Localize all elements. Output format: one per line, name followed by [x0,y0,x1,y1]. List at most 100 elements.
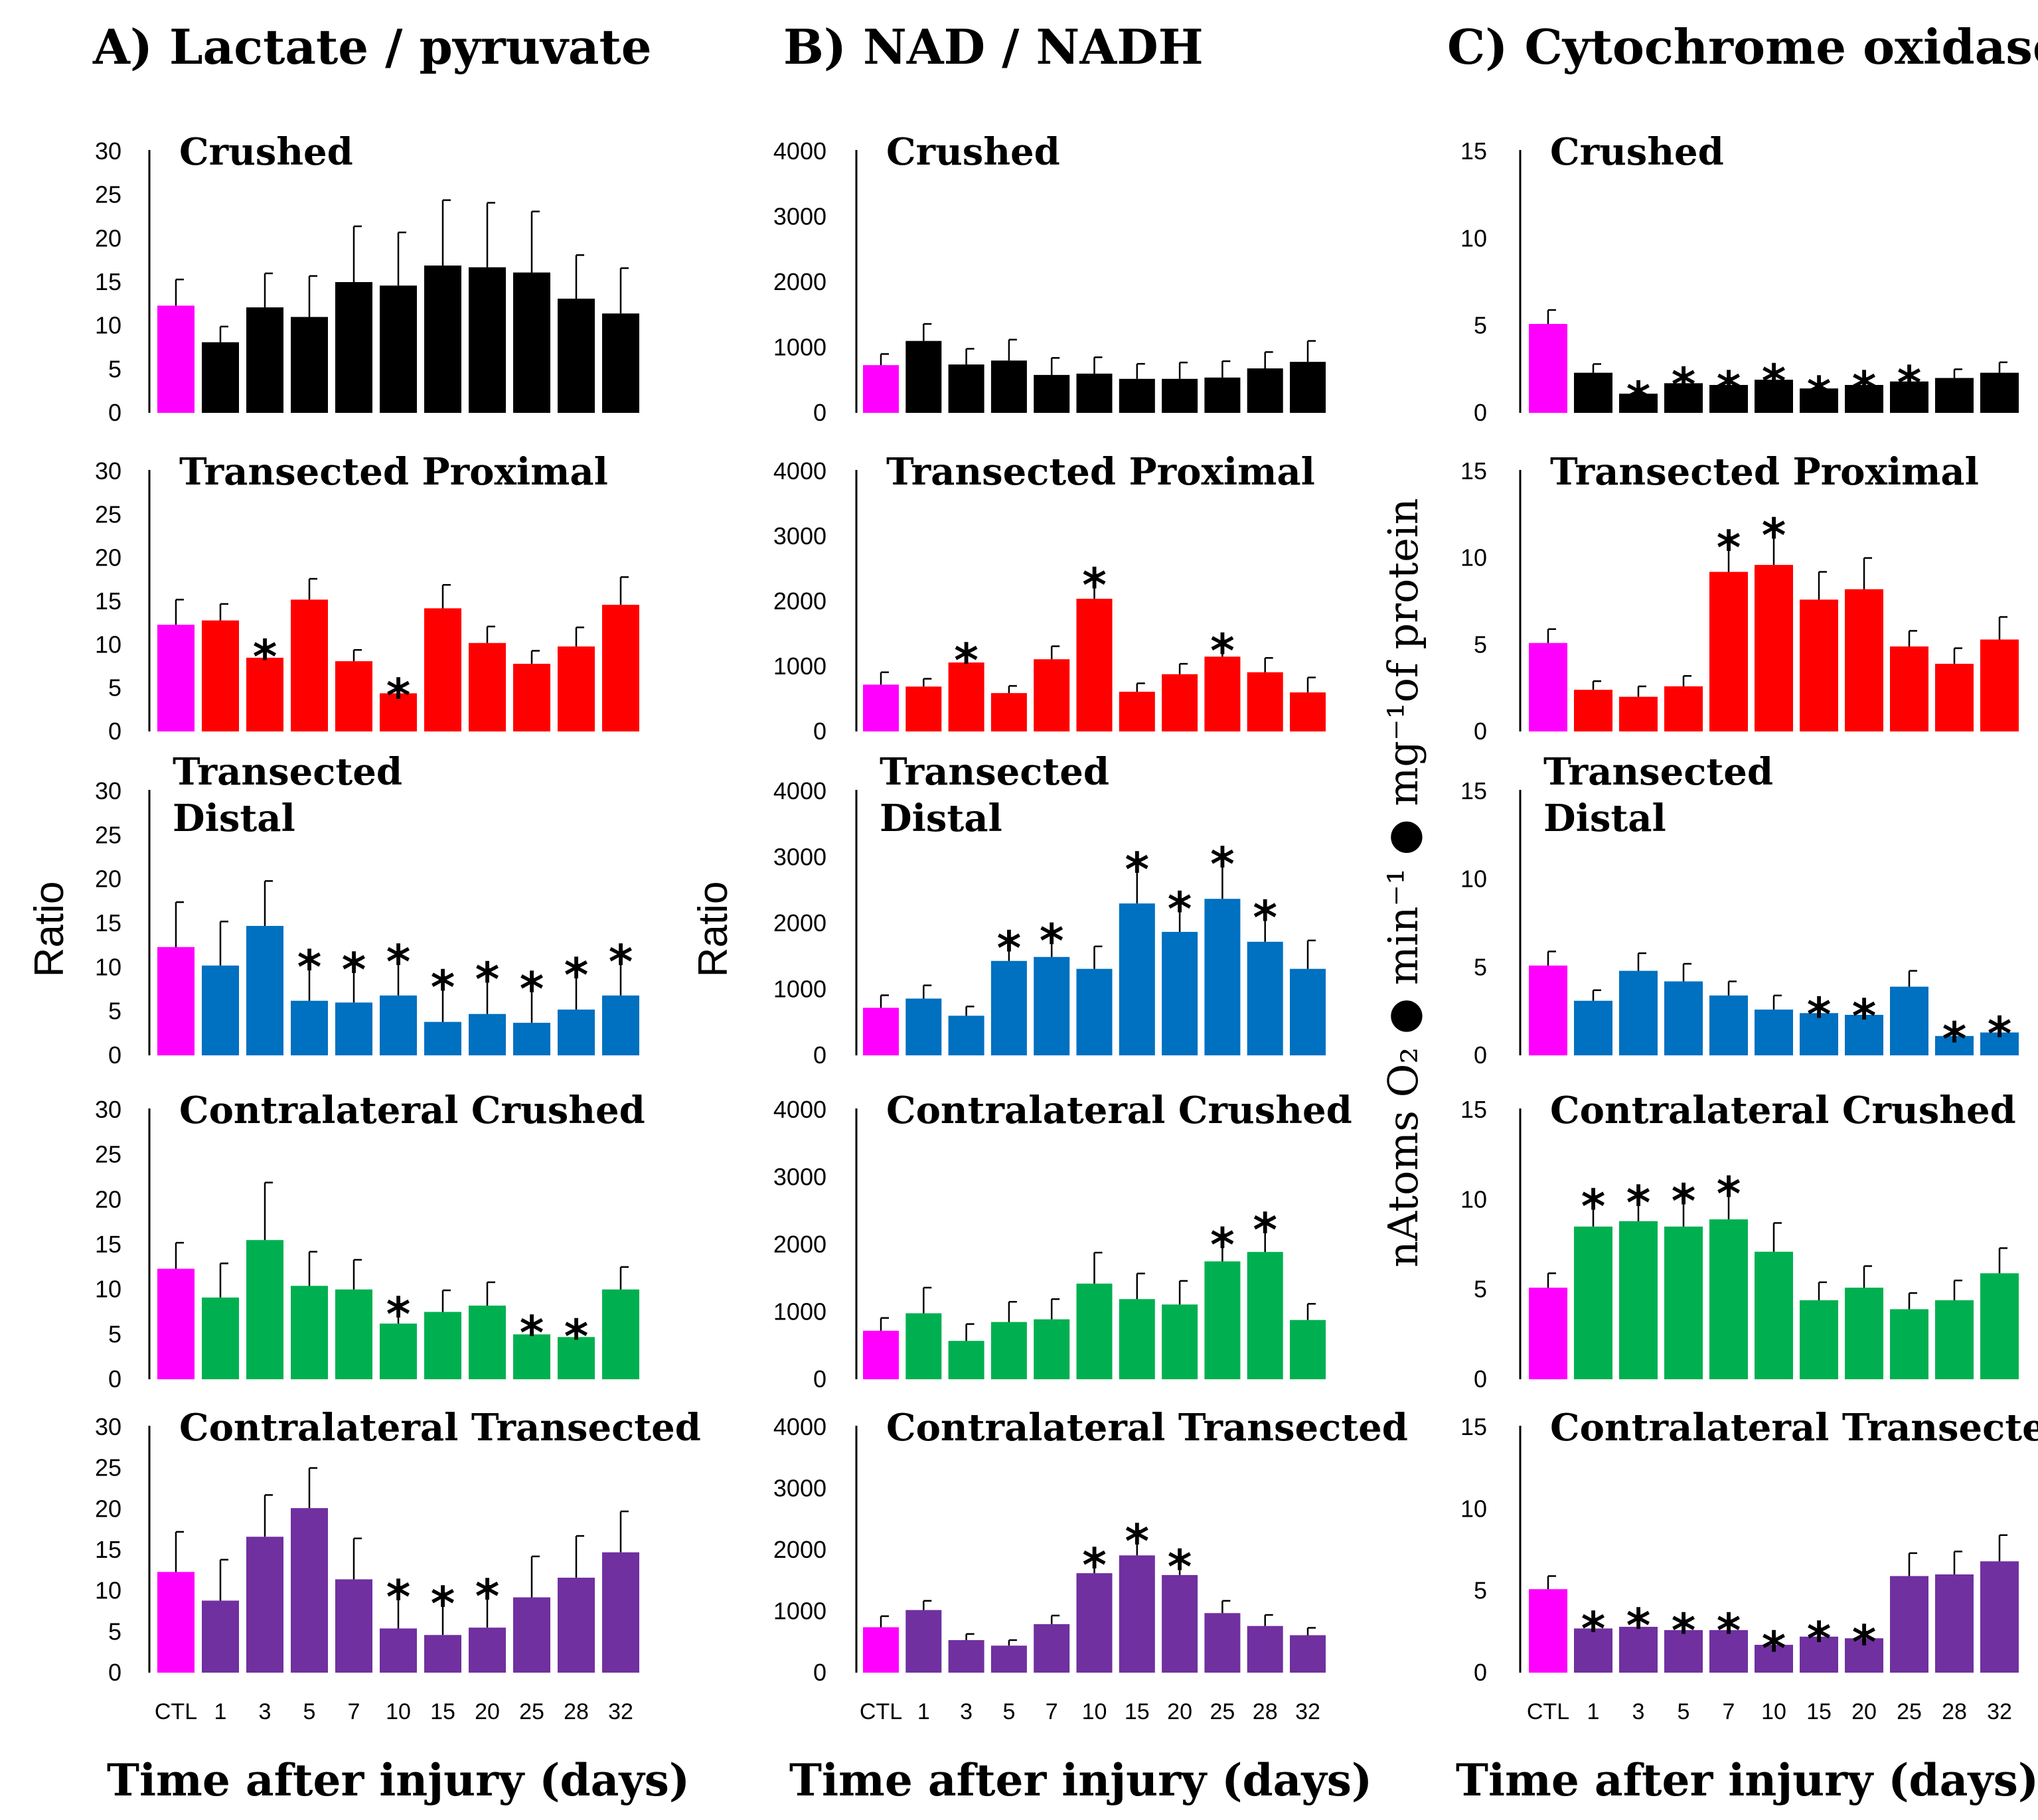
x-tick-label: 20 [1167,1699,1192,1724]
bar [202,1600,239,1673]
y-tick-label: 3000 [773,844,826,871]
y-tick-label: 25 [95,821,121,848]
bar [1529,643,1567,731]
y-tick-label: 0 [1474,1041,1487,1069]
significance-asterisk: * [1626,1176,1651,1231]
significance-asterisk: * [1581,1602,1606,1657]
bar [948,1016,984,1055]
bar [1529,1589,1567,1673]
x-tick-label: 28 [564,1699,589,1724]
y-tick-label: 5 [108,998,121,1025]
bar [1800,388,1838,413]
panel-title: Contralateral Transected [886,1406,1408,1450]
significance-asterisk: * [1672,1174,1696,1229]
bar [1890,381,1928,413]
panel-title: Transected Proximal [886,450,1315,494]
significance-asterisk: * [1942,1012,1967,1067]
bar [1162,1304,1198,1379]
bar [1290,968,1326,1055]
bar [863,684,899,731]
bar [948,662,984,731]
significance-asterisk: * [386,935,411,989]
bar [1664,981,1703,1055]
bar [1890,1576,1928,1673]
bar [513,272,550,413]
y-tick-label: 0 [813,718,826,745]
y-tick-label: 0 [108,1659,121,1686]
bar [1290,1320,1326,1379]
y-tick-label: 0 [813,1365,826,1393]
y-tick-label: 25 [95,500,121,528]
y-tick-label: 15 [1460,137,1487,165]
bar [1845,1638,1883,1673]
significance-asterisk: * [1168,882,1192,937]
bar [1529,965,1567,1055]
bar [335,1289,372,1379]
bar [380,995,417,1055]
x-tick-label: 25 [1897,1699,1922,1724]
bar [1800,1300,1838,1379]
panel-title: Transected [1543,750,1773,794]
bar [1119,903,1155,1055]
bar [1290,692,1326,731]
y-tick-label: 5 [108,1320,121,1347]
x-tick-label: 25 [1210,1699,1235,1724]
significance-asterisk: * [564,948,589,1002]
y-tick-label: 1000 [773,652,826,680]
significance-asterisk: * [386,1287,411,1341]
panel-title: Contralateral Crushed [886,1089,1352,1132]
x-tick-label: 3 [259,1699,272,1724]
x-tick-label: 1 [1587,1699,1600,1724]
significance-asterisk: * [1210,624,1235,678]
bar [469,267,506,413]
bar [1755,1645,1793,1673]
x-tick-label: 5 [303,1699,316,1724]
y-tick-label: 4000 [773,1413,826,1440]
y-tick-label: 20 [95,1185,121,1213]
bar [1119,692,1155,731]
significance-asterisk: * [1717,1167,1741,1221]
y-tick-label: 10 [1460,1185,1487,1213]
bar [1204,656,1241,731]
significance-asterisk: * [1626,372,1651,426]
x-tick-label: 7 [1046,1699,1058,1724]
y-tick-label: 10 [1460,866,1487,893]
chart-panel-c-4: 0 5 10 15 Contralateral Crushed * * * * [1460,1089,2019,1393]
bar [558,298,595,413]
x-tick-label: 28 [1942,1699,1967,1724]
y-tick-label: 0 [108,718,121,745]
significance-asterisk: * [520,1306,544,1361]
y-tick-label: 0 [1474,399,1487,426]
y-tick-label: 0 [1474,718,1487,745]
bar [1076,599,1113,731]
bar [863,365,899,413]
bar [905,998,942,1055]
bar [1204,1613,1241,1673]
bar [157,1268,195,1379]
chart-panel-b-5: 0 1000 2000 3000 4000 Contralateral Transecte… [773,1406,1408,1724]
bar [1980,1032,2019,1055]
bar [424,265,461,413]
bar [1529,1287,1567,1379]
y-tick-label: 15 [95,587,121,615]
panel-title: Crushed [1550,130,1724,174]
y-tick-label: 4000 [773,777,826,804]
significance-asterisk: * [1626,1599,1651,1653]
significance-asterisk: * [1717,361,1741,416]
bar [1890,646,1928,731]
x-tick-label: 15 [1806,1699,1832,1724]
x-tick-label: 28 [1253,1699,1278,1724]
x-tick-label: 1 [214,1699,227,1724]
bar [1574,1226,1612,1379]
bar [905,341,942,413]
bar [905,686,942,731]
bar [1076,373,1113,413]
y-tick-label: 0 [813,1041,826,1069]
bar [1034,1319,1070,1379]
significance-asterisk: * [1168,1540,1192,1594]
bar [1619,1626,1658,1673]
bar [424,1635,461,1673]
y-tick-label: 25 [95,1141,121,1168]
y-tick-label: 2000 [773,587,826,615]
y-tick-label: 20 [95,1495,121,1522]
